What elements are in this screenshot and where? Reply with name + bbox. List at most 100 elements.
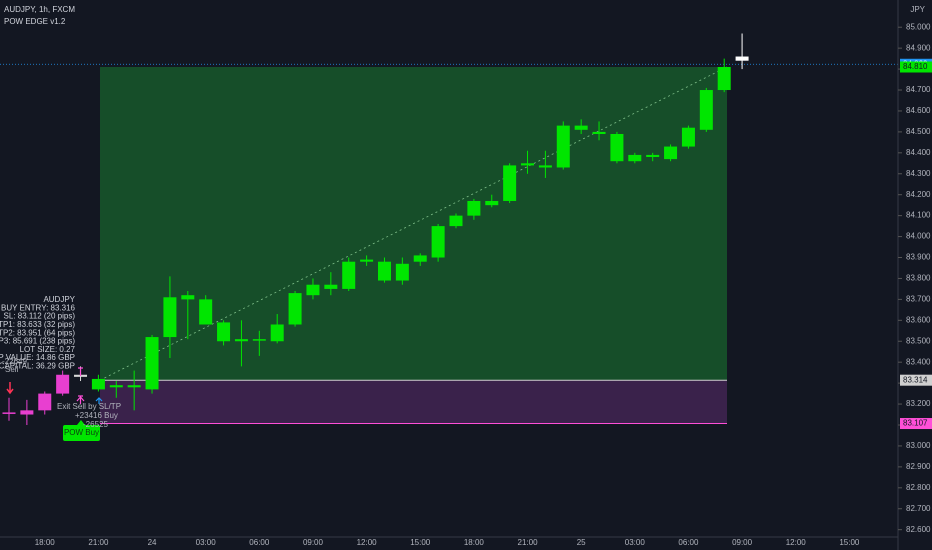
- info-line: TP2: 83.951 (64 pips): [0, 328, 75, 337]
- candle-body: [199, 299, 213, 325]
- zone: [100, 380, 727, 424]
- y-tick-label: 83.600: [906, 315, 931, 324]
- annotation: -22649: [2, 357, 27, 366]
- annotation: +23416 Buy: [75, 411, 118, 420]
- annotation: Sell: [5, 365, 19, 374]
- candle-body: [628, 154, 642, 162]
- price-label-box: [900, 374, 932, 386]
- y-tick-label: 84.100: [906, 211, 931, 220]
- candle-body: [56, 374, 70, 394]
- x-tick-label: 06:00: [249, 538, 270, 547]
- pow-buy-box: [63, 425, 100, 441]
- candle-body: [574, 125, 588, 130]
- y-tick-label: 82.600: [906, 525, 931, 534]
- price-label: 83.107: [903, 419, 928, 428]
- x-tick-label: 25: [577, 538, 586, 547]
- plot: [0, 33, 898, 425]
- x-tick-label: 09:00: [303, 538, 324, 547]
- y-tick-label: 83.900: [906, 253, 931, 262]
- y-tick-label: 84.700: [906, 85, 931, 94]
- info-line: RISK CAPITAL: 36.29 GBP: [0, 362, 75, 371]
- candle-body: [109, 385, 123, 388]
- annotation: POW Buy: [64, 428, 99, 437]
- candle-body: [145, 337, 159, 390]
- candle-body: [324, 284, 338, 289]
- y-tick-label: 84.200: [906, 190, 931, 199]
- signal-markers: [76, 367, 85, 404]
- candle-body: [413, 255, 427, 262]
- candle-body: [234, 339, 248, 342]
- candle-body: [431, 226, 445, 258]
- y-tick-label: 83.000: [906, 441, 931, 450]
- candle-body: [646, 154, 660, 158]
- candle-body: [556, 125, 570, 168]
- y-tick-label: 84.500: [906, 127, 931, 136]
- candle-body: [503, 165, 517, 201]
- y-tick-label: 84.600: [906, 106, 931, 115]
- x-tick-label: 15:00: [410, 538, 431, 547]
- candle-body: [521, 163, 535, 166]
- candle-body: [664, 146, 678, 160]
- y-tick-label: 84.000: [906, 232, 931, 241]
- y-tick-label: 83.400: [906, 357, 931, 366]
- candle-body: [2, 412, 16, 414]
- candle-body: [360, 259, 374, 262]
- x-tick-label: 03:00: [196, 538, 217, 547]
- annotation: -26525: [83, 420, 108, 429]
- x-tick-label: 15:00: [839, 538, 860, 547]
- x-tick-label: 21:00: [518, 538, 539, 547]
- candle-body: [288, 293, 302, 325]
- x-tick-label: 24: [148, 538, 157, 547]
- x-tick-label: 12:00: [786, 538, 807, 547]
- target-path: [99, 66, 728, 381]
- y-tick-label: 82.800: [906, 483, 931, 492]
- buy-arrow: [95, 397, 103, 404]
- price-label-box: [900, 418, 932, 430]
- candle-body: [467, 200, 481, 216]
- candle-body: [342, 261, 356, 289]
- candle-body: [681, 127, 695, 147]
- y-tick-label: 84.300: [906, 169, 931, 178]
- candle-body: [717, 66, 731, 91]
- price-label-box: [900, 61, 932, 73]
- price-label: 84.810: [903, 62, 928, 71]
- annotation: Exit Sell by SL/TP: [57, 402, 121, 411]
- x-tick-label: 06:00: [678, 538, 699, 547]
- candle-body: [217, 322, 231, 342]
- pow-buy-pointer: [77, 420, 85, 425]
- x-tick-label: 18:00: [35, 538, 56, 547]
- info-line: LOT SIZE: 0.27: [20, 345, 76, 354]
- candle-body: [395, 263, 409, 281]
- y-tick-label: 83.500: [906, 336, 931, 345]
- x-tick-label: 12:00: [357, 538, 378, 547]
- y-tick-label: 83.200: [906, 399, 931, 408]
- candle-body: [485, 200, 499, 206]
- y-tick-label: 82.700: [906, 504, 931, 513]
- candle-body: [610, 133, 624, 162]
- info-line: AUDJPY: [43, 295, 75, 304]
- candle-body: [377, 261, 391, 281]
- info-line: SL: 83.112 (20 pips): [4, 312, 76, 321]
- candle-body: [592, 131, 606, 134]
- candle-body: [91, 378, 105, 390]
- y-tick-label: 82.900: [906, 462, 931, 471]
- x-tick-label: 03:00: [625, 538, 646, 547]
- x-tick-label: 09:00: [732, 538, 753, 547]
- currency: JPY: [910, 5, 925, 14]
- candle-body: [449, 215, 463, 227]
- y-tick-label: 83.800: [906, 274, 931, 283]
- info-line: PIP VALUE: 14.86 GBP: [0, 353, 75, 362]
- chart-title: AUDJPY, 1h, FXCM: [4, 5, 75, 14]
- info-line: BUY ENTRY: 83.316: [1, 303, 76, 312]
- candle-body: [163, 297, 177, 338]
- candle-body: [306, 284, 320, 296]
- price-label: 83.314: [903, 375, 928, 384]
- candle-body: [181, 295, 195, 300]
- info-line: TP1: 83.633 (32 pips): [0, 320, 75, 329]
- chart-subtitle: POW EDGE v1.2: [4, 17, 66, 26]
- candle-body: [538, 165, 552, 168]
- x-tick-label: 21:00: [88, 538, 109, 547]
- y-tick-label: 85.000: [906, 22, 931, 31]
- candle-body: [127, 385, 141, 388]
